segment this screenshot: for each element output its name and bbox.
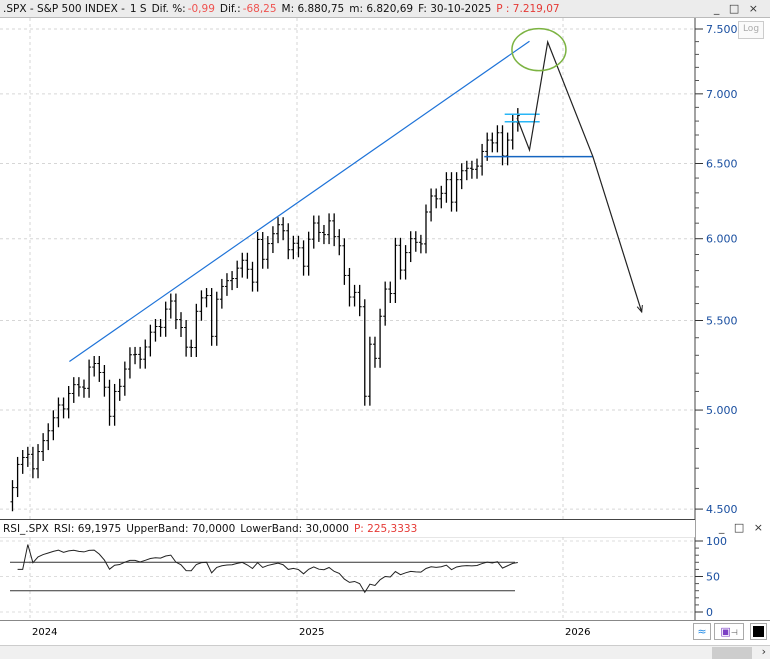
rsi-lower-band: LowerBand: 30,0000 (240, 523, 349, 535)
symbol-label: .SPX - S&P 500 INDEX - (3, 3, 125, 15)
y-tick-label: 7.000 (706, 88, 738, 101)
arrow-head (636, 304, 643, 314)
x-tick-label: 2026 (565, 627, 591, 638)
dif-value: -68,25 (242, 3, 277, 15)
save-icon[interactable]: ▣⊣ (714, 623, 744, 640)
rsi-tick-label: 0 (706, 606, 713, 619)
y-tick-label: 6.500 (706, 157, 738, 170)
y-tick-label: 5.000 (706, 404, 738, 417)
scrollbar-thumb[interactable] (712, 647, 752, 659)
rsi-header: RSI_.SPX RSI: 69,1975 UpperBand: 70,0000 Lo… (0, 519, 695, 537)
x-tick-label: 2024 (32, 627, 58, 638)
y-tick-label: 4.500 (706, 503, 738, 516)
price-chart[interactable]: 7.500 7.000 6.500 6.000 5.500 5.000 4.500 100 50… (0, 0, 770, 620)
date-value: F: 30-10-2025 (418, 3, 492, 15)
min-value: m: 6.820,69 (349, 3, 414, 15)
wave-icon[interactable]: ≈ (693, 623, 711, 640)
max-value: M: 6.880,75 (281, 3, 345, 15)
rsi-line (17, 544, 518, 594)
y-tick-label: 6.000 (706, 233, 738, 246)
scroll-right-arrow[interactable]: › (761, 645, 766, 658)
y-axis-area (695, 18, 770, 519)
rsi-value: RSI: 69,1975 (53, 523, 122, 535)
highlight-ellipse (511, 27, 567, 72)
chart-header: .SPX - S&P 500 INDEX - 1 S Dif. %: -0,99 Dif… (0, 0, 770, 18)
color-swatch-icon[interactable] (750, 623, 767, 640)
period-label: 1 S (129, 3, 147, 15)
dif-pct-label: Dif. %: (151, 3, 186, 15)
dif-label: Dif.: (219, 3, 241, 15)
y-tick-label: 7.500 (706, 23, 738, 36)
rsi-tick-label: 50 (706, 571, 720, 584)
window-controls[interactable]: _ □ × (713, 2, 761, 15)
rsi-name: RSI_.SPX (3, 523, 49, 535)
trendline (69, 40, 530, 363)
x-tick-label: 2025 (299, 627, 325, 638)
rsi-p-value: P: 225,3333 (353, 523, 418, 535)
log-scale-button[interactable]: Log (738, 21, 764, 39)
y-tick-label: 5.500 (706, 314, 738, 327)
rsi-upper-band: UpperBand: 70,0000 (126, 523, 236, 535)
horizontal-scrollbar[interactable]: › (0, 645, 770, 659)
dif-pct-value: -0,99 (187, 3, 215, 15)
rsi-tick-label: 100 (706, 535, 727, 548)
pin-icon[interactable]: ⊣ (730, 628, 738, 637)
price-value: P : 7.219,07 (496, 3, 560, 15)
x-axis: 2024 2025 2026 (0, 620, 770, 645)
projection-path (516, 39, 643, 313)
rsi-window-controls[interactable]: _ □ × (718, 521, 766, 534)
